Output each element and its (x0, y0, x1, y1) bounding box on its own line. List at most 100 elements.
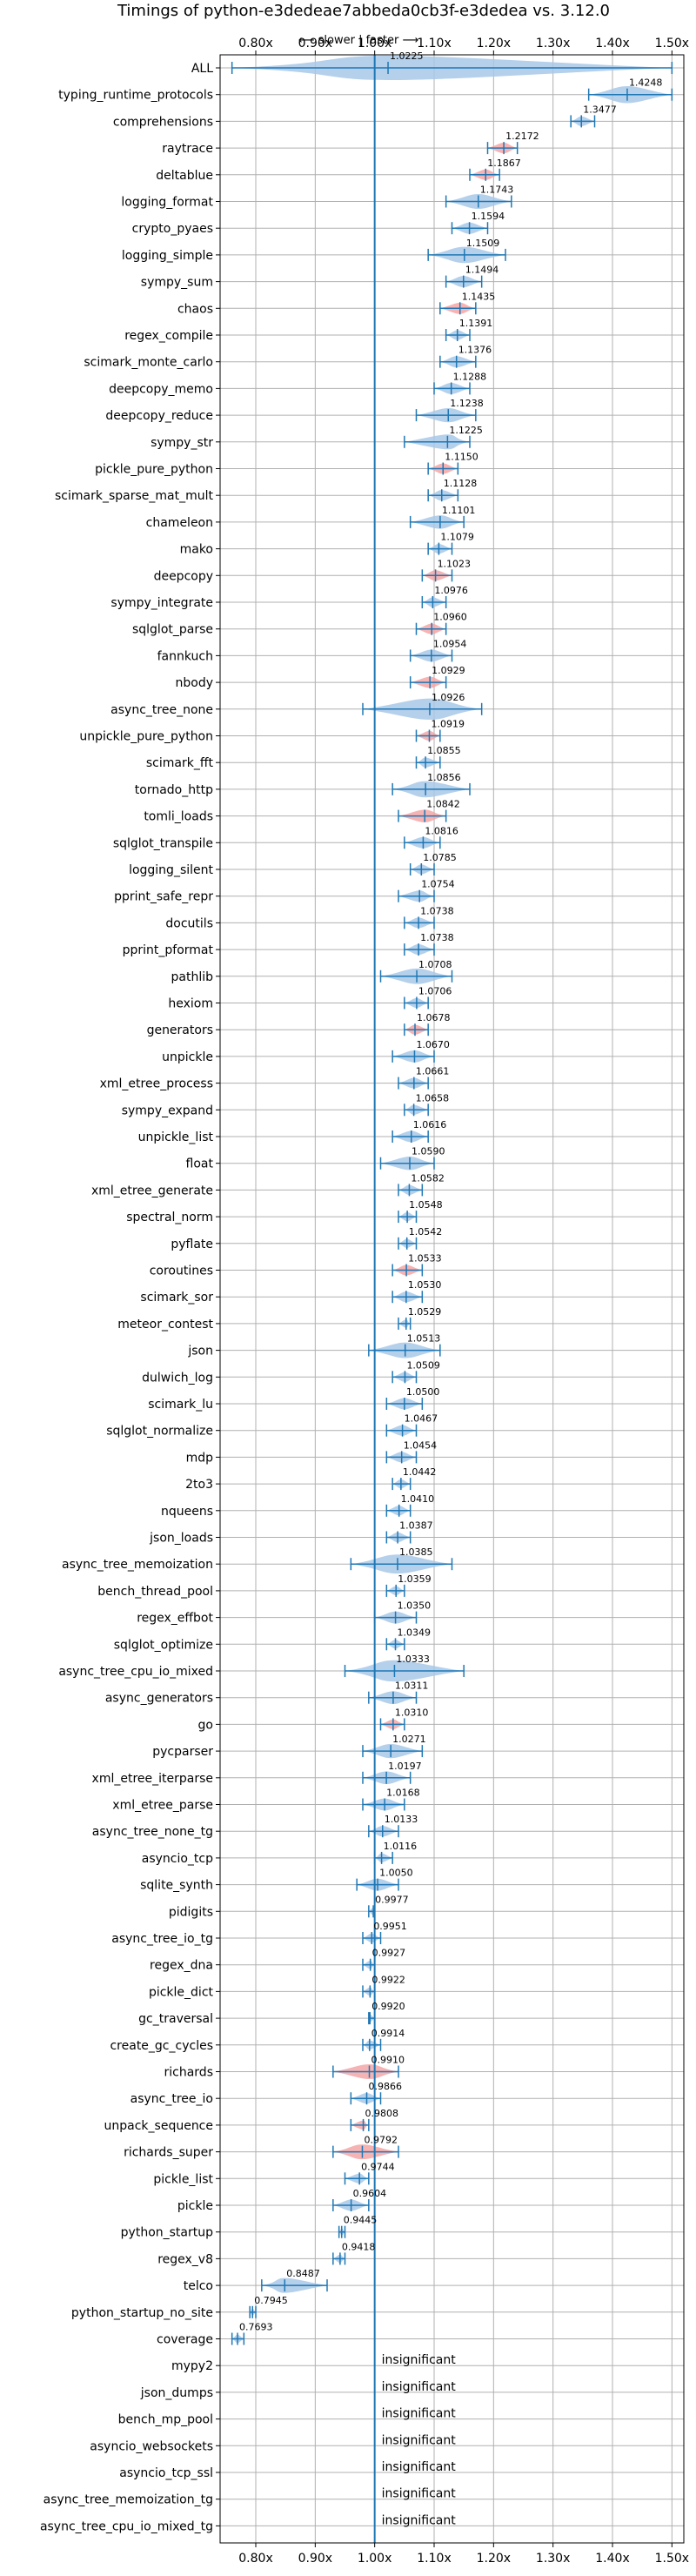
benchmark-label: bench_thread_pool (97, 1585, 213, 1599)
value-label: 0.7945 (254, 2295, 288, 2306)
x-tick-label-top: 1.10x (417, 37, 451, 50)
value-label: 1.0929 (432, 665, 465, 676)
x-tick-label-bottom: 1.50x (655, 2552, 689, 2566)
value-label: 1.0271 (392, 1734, 426, 1745)
benchmark-label: async_tree_io_tg (111, 1932, 213, 1946)
benchmark-label: unpickle_list (138, 1130, 214, 1144)
benchmark-label: tornado_http (135, 783, 213, 797)
benchmark-label: regex_compile (124, 329, 213, 343)
benchmark-label: unpack_sequence (104, 2119, 213, 2133)
value-label: 1.1867 (487, 158, 521, 169)
value-label: 1.1150 (445, 452, 478, 463)
benchmark-label: 2to3 (185, 1478, 213, 1492)
value-label: 1.0529 (408, 1306, 442, 1318)
benchmark-label: coverage (157, 2333, 213, 2347)
value-label: 1.1225 (449, 425, 483, 436)
value-label: 1.0919 (431, 719, 464, 730)
benchmark-label: generators (147, 1023, 213, 1037)
x-tick-label-bottom: 1.40x (595, 2552, 629, 2566)
benchmark-label: typing_runtime_protocols (58, 89, 213, 103)
benchmark-label: unpickle_pure_python (79, 730, 213, 744)
benchmark-label: async_tree_none_tg (92, 1825, 213, 1839)
benchmark-label: create_gc_cycles (110, 2039, 213, 2053)
benchmark-label: go (198, 1718, 213, 1732)
value-label: 1.0225 (390, 50, 424, 62)
benchmark-label: async_tree_memoization (62, 1558, 213, 1572)
insignificant-label: insignificant (382, 2487, 457, 2501)
value-label: 1.1128 (444, 478, 478, 489)
benchmark-label: logging_silent (129, 863, 213, 877)
benchmark-label: sqlglot_parse (132, 623, 213, 637)
value-label: 0.9910 (371, 2055, 405, 2066)
value-label: 1.0454 (404, 1439, 438, 1451)
benchmark-label: scimark_sparse_mat_mult (55, 489, 213, 503)
value-label: 1.0310 (395, 1707, 429, 1718)
value-label: 1.0410 (401, 1493, 435, 1505)
benchmark-label: meteor_contest (117, 1318, 213, 1332)
benchmark-label: mdp (186, 1451, 214, 1465)
value-label: 1.1288 (453, 371, 487, 382)
value-label: 0.8487 (286, 2268, 320, 2279)
benchmark-label: asyncio_websockets (90, 2439, 213, 2453)
value-label: 1.0548 (409, 1199, 443, 1211)
benchmark-label: chaos (177, 302, 213, 316)
x-tick-label-bottom: 1.30x (536, 2552, 570, 2566)
value-label: 1.0590 (412, 1146, 445, 1157)
label-layer: ALL 1.0225 typing_runtime_protocols 1.4248 c… (40, 50, 663, 2533)
benchmark-label: deepcopy_memo (109, 382, 213, 396)
value-label: 1.0738 (420, 905, 454, 916)
benchmark-label: pathlib (171, 970, 214, 984)
value-label: 1.0349 (398, 1627, 432, 1638)
benchmark-label: sqlglot_transpile (113, 836, 213, 850)
benchmark-label: float (186, 1157, 214, 1171)
value-label: 0.9927 (372, 1948, 406, 1959)
value-label: 1.0926 (432, 692, 465, 703)
x-tick-label-top: 0.80x (238, 37, 272, 50)
benchmark-label: crypto_pyaes (132, 222, 213, 236)
value-label: 0.9977 (375, 1894, 409, 1905)
benchmark-label: sqlglot_normalize (106, 1425, 213, 1439)
value-label: 1.0658 (416, 1092, 450, 1104)
benchmark-label: scimark_monte_carlo (84, 356, 213, 370)
value-label: 1.0738 (420, 932, 454, 943)
benchmark-label: xml_etree_parse (112, 1799, 213, 1813)
value-label: 1.1435 (462, 291, 496, 302)
value-label: 0.9920 (371, 2001, 405, 2012)
value-label: 0.7693 (239, 2322, 273, 2333)
value-label: 1.0708 (418, 959, 452, 970)
value-label: 0.9792 (364, 2135, 398, 2146)
value-label: 1.1376 (458, 345, 492, 356)
value-label: 1.0954 (433, 638, 467, 649)
value-label: 1.0197 (388, 1761, 422, 1772)
benchmark-label: chameleon (146, 516, 213, 530)
value-label: 0.9866 (369, 2081, 403, 2092)
value-label: 1.1023 (438, 558, 472, 569)
benchmark-label: deepcopy (154, 569, 213, 583)
value-label: 1.0168 (386, 1788, 420, 1799)
benchmark-label: bench_mp_pool (118, 2413, 213, 2427)
x-tick-label-top: 1.30x (536, 37, 570, 50)
benchmark-label: logging_format (121, 196, 213, 210)
insignificant-label: insignificant (382, 2353, 457, 2367)
x-tick-label-bottom: 0.80x (238, 2552, 272, 2566)
value-label: 0.9808 (365, 2108, 399, 2119)
value-label: 0.9914 (371, 2028, 405, 2039)
value-label: 1.0350 (398, 1600, 432, 1612)
benchmark-label: comprehensions (113, 115, 213, 129)
value-label: 1.1594 (472, 211, 505, 222)
value-label: 1.0678 (417, 1012, 451, 1023)
value-label: 1.1494 (465, 265, 499, 276)
value-label: 1.0467 (405, 1413, 438, 1425)
benchmark-label: pickle_list (153, 2172, 213, 2186)
value-label: 1.0816 (425, 825, 458, 836)
benchmark-label: hexiom (168, 997, 213, 1011)
benchmark-label: mako (180, 543, 213, 557)
value-label: 0.9418 (342, 2241, 376, 2252)
benchmark-label: async_tree_memoization_tg (44, 2493, 213, 2507)
benchmark-label: asyncio_tcp (142, 1852, 213, 1866)
benchmark-label: mypy2 (171, 2359, 213, 2373)
value-label: 1.0509 (406, 1359, 440, 1371)
value-label: 1.0359 (398, 1573, 432, 1585)
value-label: 1.1391 (459, 318, 493, 329)
value-label: 1.0785 (423, 852, 457, 863)
